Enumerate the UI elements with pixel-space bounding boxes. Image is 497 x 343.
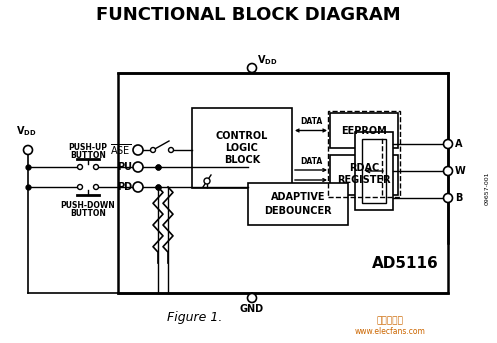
Text: 电子发烧友: 电子发烧友 bbox=[377, 317, 404, 326]
Text: 09657-001: 09657-001 bbox=[485, 171, 490, 205]
Circle shape bbox=[151, 147, 156, 153]
Circle shape bbox=[248, 63, 256, 72]
Circle shape bbox=[23, 145, 32, 154]
Text: PD: PD bbox=[117, 182, 132, 192]
Text: Figure 1.: Figure 1. bbox=[167, 310, 223, 323]
Text: AD5116: AD5116 bbox=[372, 256, 438, 271]
Text: BUTTON: BUTTON bbox=[70, 151, 106, 159]
Circle shape bbox=[443, 193, 452, 202]
Circle shape bbox=[93, 185, 98, 189]
Circle shape bbox=[78, 185, 83, 189]
Text: EEPROM: EEPROM bbox=[341, 126, 387, 135]
Text: LOGIC: LOGIC bbox=[226, 143, 258, 153]
Circle shape bbox=[204, 178, 210, 184]
Circle shape bbox=[133, 182, 143, 192]
Text: PUSH-DOWN: PUSH-DOWN bbox=[61, 201, 115, 210]
Text: www.elecfans.com: www.elecfans.com bbox=[354, 327, 425, 335]
Circle shape bbox=[443, 166, 452, 176]
Bar bbox=[328, 111, 400, 197]
Text: DATA: DATA bbox=[300, 118, 322, 127]
Text: V$_\mathregular{DD}$: V$_\mathregular{DD}$ bbox=[257, 53, 277, 67]
Circle shape bbox=[78, 165, 83, 169]
Circle shape bbox=[133, 162, 143, 172]
Bar bbox=[330, 155, 398, 195]
Circle shape bbox=[168, 147, 173, 153]
Text: BLOCK: BLOCK bbox=[224, 155, 260, 165]
Bar bbox=[248, 183, 348, 225]
Text: PU: PU bbox=[117, 162, 132, 172]
Bar bbox=[355, 132, 393, 210]
Text: A: A bbox=[455, 139, 463, 149]
Text: FUNCTIONAL BLOCK DIAGRAM: FUNCTIONAL BLOCK DIAGRAM bbox=[96, 6, 400, 24]
Text: $\overline{\rm ASE}$: $\overline{\rm ASE}$ bbox=[110, 143, 131, 157]
Circle shape bbox=[248, 294, 256, 303]
Text: ADAPTIVE: ADAPTIVE bbox=[271, 192, 325, 202]
Text: B: B bbox=[455, 193, 462, 203]
Circle shape bbox=[443, 140, 452, 149]
Bar bbox=[118, 73, 448, 293]
Text: DATA: DATA bbox=[300, 157, 322, 166]
Text: BUTTON: BUTTON bbox=[70, 209, 106, 217]
Text: W: W bbox=[455, 166, 466, 176]
Text: DEBOUNCER: DEBOUNCER bbox=[264, 206, 332, 216]
Text: CONTROL: CONTROL bbox=[216, 131, 268, 141]
Text: V$_\mathregular{DD}$: V$_\mathregular{DD}$ bbox=[16, 124, 36, 138]
Text: RDAC: RDAC bbox=[349, 163, 379, 173]
Circle shape bbox=[133, 145, 143, 155]
Text: GND: GND bbox=[240, 304, 264, 314]
Text: PUSH-UP: PUSH-UP bbox=[69, 142, 107, 152]
Text: REGISTER: REGISTER bbox=[337, 175, 391, 185]
Bar bbox=[362, 139, 386, 203]
Bar bbox=[330, 113, 398, 148]
Circle shape bbox=[93, 165, 98, 169]
Bar bbox=[192, 108, 292, 188]
